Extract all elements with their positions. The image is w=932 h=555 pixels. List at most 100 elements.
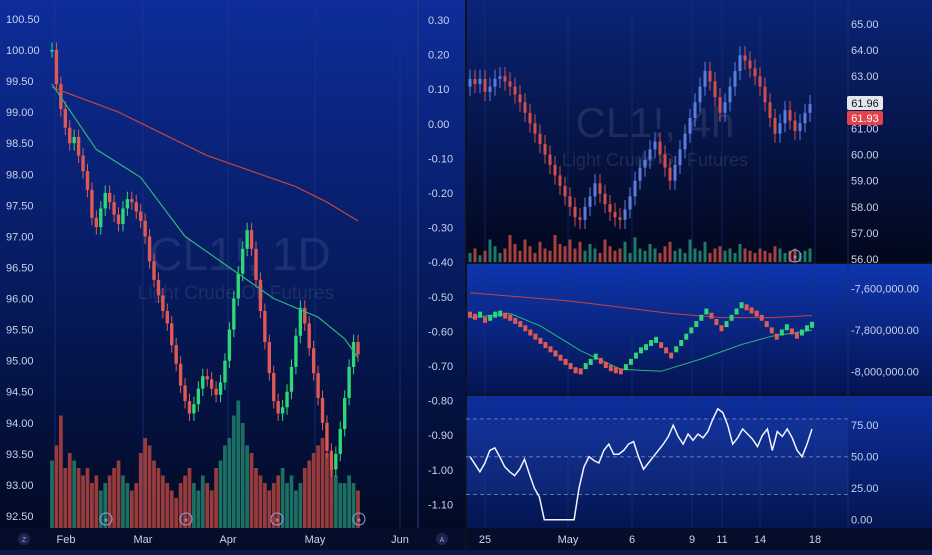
candle-body[interactable] <box>748 60 752 69</box>
candle-body[interactable] <box>165 310 169 324</box>
candle-body[interactable] <box>267 342 271 374</box>
event-markers-left[interactable] <box>99 249 802 526</box>
candle-body[interactable] <box>280 407 285 414</box>
left-time-axis[interactable]: Feb Mar Apr May Jun <box>57 534 409 546</box>
candle-body[interactable] <box>107 192 112 203</box>
candle-body[interactable] <box>156 279 161 296</box>
candle-body[interactable] <box>125 199 130 209</box>
candle-body[interactable] <box>538 133 542 145</box>
candle-body[interactable] <box>249 230 254 249</box>
candle-body[interactable] <box>508 81 512 87</box>
candle-body[interactable] <box>598 183 602 194</box>
candle-body[interactable] <box>758 76 762 87</box>
candle-body[interactable] <box>174 345 178 364</box>
candle-body[interactable] <box>773 118 777 134</box>
candle-body[interactable] <box>698 86 702 103</box>
candle-body[interactable] <box>683 133 687 150</box>
candle-body[interactable] <box>603 193 607 205</box>
candle-body[interactable] <box>152 261 156 280</box>
candle-body[interactable] <box>54 50 59 85</box>
candle-body[interactable] <box>227 329 232 361</box>
candle-body[interactable] <box>518 94 522 103</box>
candle-body[interactable] <box>192 404 196 414</box>
candle-body[interactable] <box>116 214 121 224</box>
candle-body[interactable] <box>285 391 289 408</box>
candle-body[interactable] <box>263 310 267 343</box>
candle-body[interactable] <box>85 171 90 190</box>
candle-body[interactable] <box>588 196 592 207</box>
candle-body[interactable] <box>103 192 107 209</box>
candle-body[interactable] <box>573 206 577 218</box>
candle-body[interactable] <box>673 165 677 181</box>
candle-body[interactable] <box>723 102 727 113</box>
auto-mode-icon[interactable] <box>436 533 448 545</box>
candle-body[interactable] <box>483 78 487 92</box>
candle-body[interactable] <box>76 136 81 156</box>
candle-body[interactable] <box>258 279 263 311</box>
candle-body[interactable] <box>543 144 547 155</box>
candle-body[interactable] <box>808 104 812 113</box>
event-marker-icon[interactable] <box>270 512 284 526</box>
candle-body[interactable] <box>663 154 667 168</box>
candle-body[interactable] <box>254 248 258 280</box>
candle-body[interactable] <box>713 81 717 98</box>
candle-body[interactable] <box>763 86 767 103</box>
candle-body[interactable] <box>201 376 205 389</box>
candle-body[interactable] <box>241 248 245 274</box>
candle-body[interactable] <box>68 127 72 144</box>
candle-body[interactable] <box>303 307 307 324</box>
candle-body[interactable] <box>623 209 627 220</box>
candle-body[interactable] <box>648 149 652 160</box>
candle-body[interactable] <box>209 379 214 389</box>
event-marker-icon[interactable] <box>99 512 113 526</box>
event-marker-icon[interactable] <box>788 249 802 263</box>
candle-body[interactable] <box>568 196 572 207</box>
candle-body[interactable] <box>658 141 662 155</box>
candle-body[interactable] <box>147 236 152 262</box>
candle-body[interactable] <box>343 397 347 430</box>
candle-body[interactable] <box>628 196 632 210</box>
candle-body[interactable] <box>523 102 527 113</box>
candle-body[interactable] <box>493 78 497 87</box>
candle-body[interactable] <box>236 273 240 299</box>
candle-body[interactable] <box>548 154 552 165</box>
candle-body[interactable] <box>143 220 147 237</box>
candle-body[interactable] <box>633 180 637 197</box>
candle-body[interactable] <box>533 123 537 134</box>
candle-body[interactable] <box>63 109 67 128</box>
candle-body[interactable] <box>778 123 782 134</box>
candle-body[interactable] <box>678 149 682 165</box>
candle-body[interactable] <box>356 342 360 355</box>
candle-body[interactable] <box>473 78 477 85</box>
candle-body[interactable] <box>325 422 329 451</box>
candle-body[interactable] <box>503 76 507 82</box>
candle-body[interactable] <box>653 141 657 150</box>
candle-body[interactable] <box>693 102 697 118</box>
candle-body[interactable] <box>703 71 707 87</box>
middle-price-axis[interactable]: 0.30 0.20 0.10 0.00 -0.10 -0.20 -0.30 -0.40 -0.5… <box>428 15 453 511</box>
candle-body[interactable] <box>618 217 622 220</box>
candle-body[interactable] <box>688 118 692 134</box>
candle-body[interactable] <box>783 110 787 124</box>
candle-body[interactable] <box>578 217 582 220</box>
candle-body[interactable] <box>139 211 143 221</box>
left-candles[interactable] <box>50 42 360 477</box>
candle-body[interactable] <box>130 199 134 203</box>
candle-body[interactable] <box>351 342 356 367</box>
candle-body[interactable] <box>743 55 747 61</box>
candle-body[interactable] <box>187 401 192 414</box>
candle-body[interactable] <box>223 360 227 383</box>
candle-body[interactable] <box>196 388 201 405</box>
candle-body[interactable] <box>643 159 647 168</box>
candle-body[interactable] <box>728 86 732 103</box>
candle-body[interactable] <box>593 183 597 197</box>
candle-body[interactable] <box>528 112 532 124</box>
candle-body[interactable] <box>668 167 672 181</box>
candle-body[interactable] <box>205 376 209 380</box>
candle-body[interactable] <box>329 450 334 470</box>
candle-body[interactable] <box>468 78 472 87</box>
candle-body[interactable] <box>232 298 236 330</box>
candle-body[interactable] <box>276 401 280 414</box>
candle-body[interactable] <box>81 155 85 172</box>
candle-body[interactable] <box>334 453 338 470</box>
